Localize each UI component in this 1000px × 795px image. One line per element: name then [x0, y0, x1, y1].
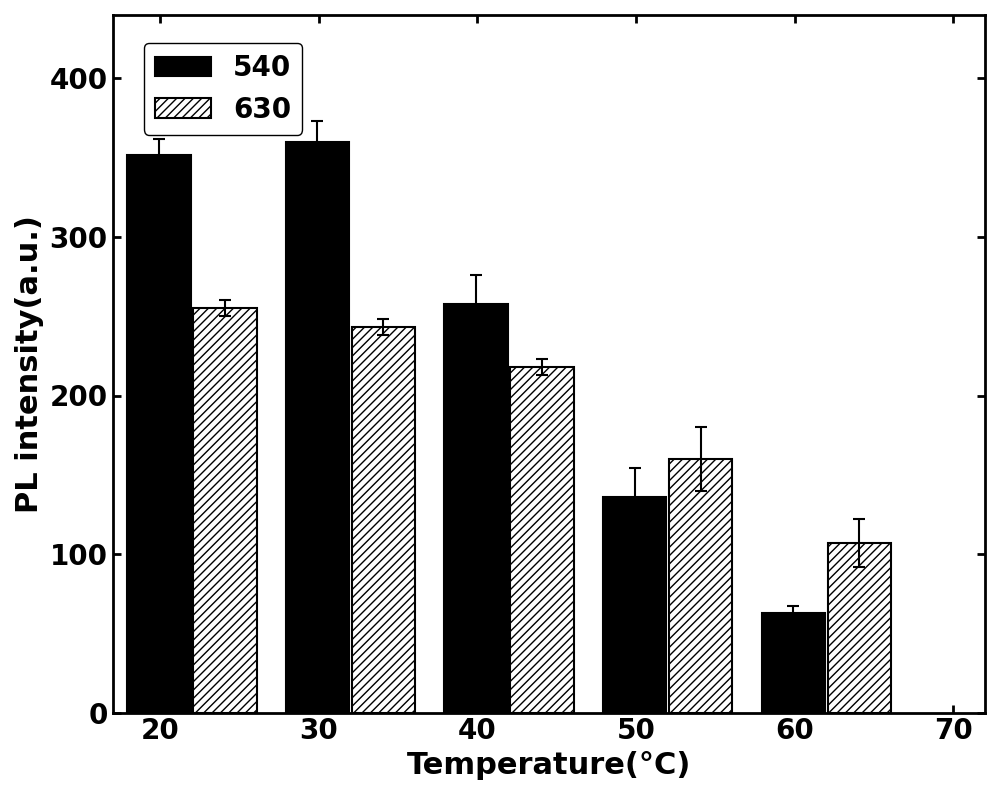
Bar	[444, 304, 508, 712]
Bar	[127, 154, 191, 712]
Bar	[828, 543, 891, 712]
Bar	[762, 613, 825, 712]
Legend: 540, 630: 540, 630	[144, 43, 302, 135]
Bar	[193, 308, 257, 712]
Bar	[669, 459, 732, 712]
Bar	[286, 142, 349, 712]
Y-axis label: PL intensity(a.u.): PL intensity(a.u.)	[15, 215, 44, 513]
Bar	[352, 328, 415, 712]
X-axis label: Temperature(°C): Temperature(°C)	[407, 751, 691, 780]
Bar	[603, 497, 666, 712]
Bar	[510, 367, 574, 712]
